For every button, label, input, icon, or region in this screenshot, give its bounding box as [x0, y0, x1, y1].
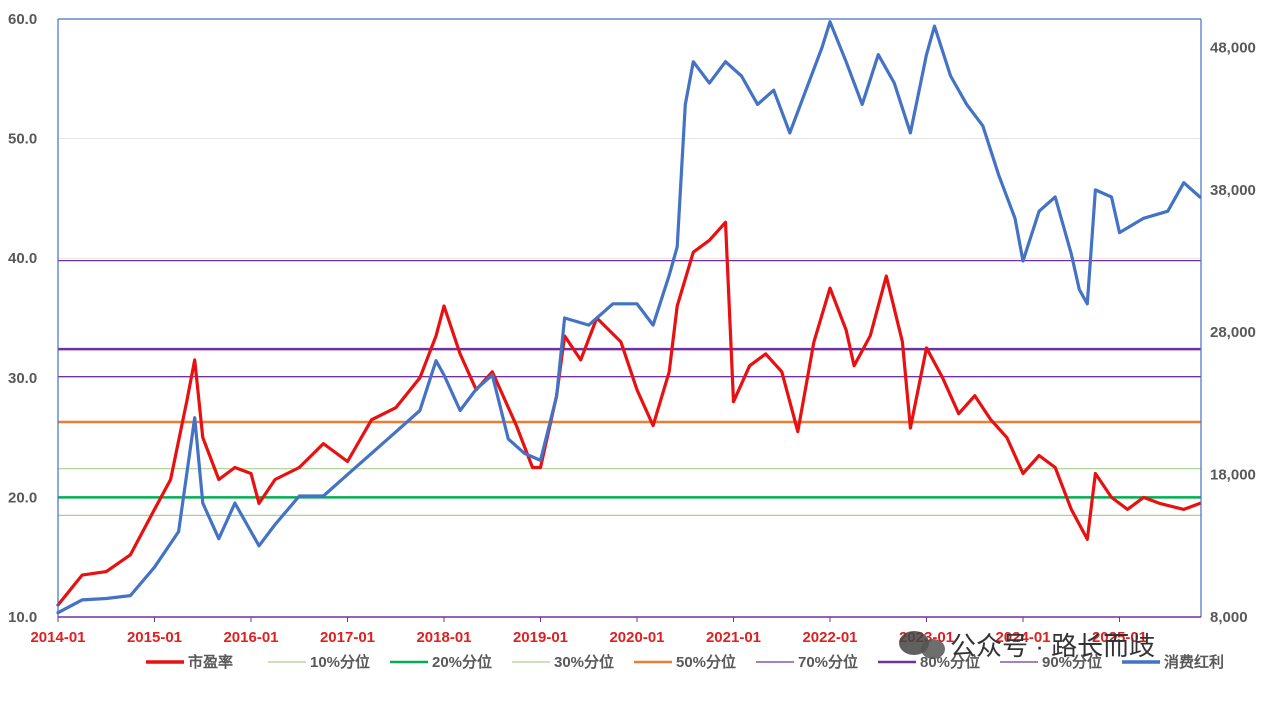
y-left-tick-label: 30.0: [8, 370, 37, 387]
y-left-tick-label: 60.0: [8, 11, 37, 28]
x-tick-label: 2025-01: [1092, 629, 1147, 646]
x-tick-label: 2024-01: [995, 629, 1050, 646]
x-tick-label: 2021-01: [706, 629, 761, 646]
y-right-tick-label: 38,000: [1210, 182, 1256, 199]
x-tick-label: 2014-01: [30, 629, 85, 646]
x-tick-label: 2015-01: [127, 629, 182, 646]
legend-label: 消费红利: [1164, 653, 1224, 671]
legend-label: 50%分位: [676, 653, 736, 671]
legend-label: 10%分位: [310, 653, 370, 671]
y-left-tick-label: 50.0: [8, 131, 37, 148]
y-left-tick-label: 20.0: [8, 489, 37, 506]
x-tick-label: 2022-01: [802, 629, 857, 646]
legend-item: 50%分位: [634, 653, 736, 671]
legend-item: 90%分位: [1000, 653, 1102, 671]
grid-lines: [58, 18, 1201, 618]
axes: [57, 18, 1202, 622]
legend-item: 70%分位: [756, 653, 858, 671]
series-line-left: [56, 220, 1202, 607]
series-lines: [56, 20, 1202, 615]
y-right-tick-label: 8,000: [1210, 609, 1248, 626]
legend-item: 30%分位: [512, 653, 614, 671]
legend-label: 市盈率: [188, 653, 233, 671]
wechat-icon-secondary: [921, 639, 945, 659]
y-right-tick-label: 48,000: [1210, 39, 1256, 56]
watermark-group: 公众号 · 路长而歧: [899, 631, 1155, 661]
legend-label: 20%分位: [432, 653, 492, 671]
x-tick-label: 2018-01: [416, 629, 471, 646]
x-tick-label: 2017-01: [320, 629, 375, 646]
legend-item: 10%分位: [268, 653, 370, 671]
x-tick-label: 2016-01: [223, 629, 278, 646]
legend-label: 90%分位: [1042, 653, 1102, 671]
legend-item: 消费红利: [1122, 653, 1224, 671]
legend-item: 20%分位: [390, 653, 492, 671]
legend-item: 市盈率: [146, 653, 233, 671]
legend: 市盈率 10%分位 20%分位 30%分位 50%分位 70%分位 80%分位 90%分位 消费…: [146, 653, 1224, 671]
x-tick-label: 2019-01: [513, 629, 568, 646]
y-right-tick-label: 28,000: [1210, 324, 1256, 341]
series-line-right: [56, 20, 1202, 615]
watermark-text: 公众号 · 路长而歧: [950, 631, 1155, 661]
y-right-tick-label: 18,000: [1210, 467, 1256, 484]
watermark: 公众号 · 路长而歧: [899, 631, 1155, 661]
tick-labels: 10.0 20.0 30.0 40.0 50.0 60.0 8,000 18,000 28,00…: [8, 11, 1256, 646]
y-left-tick-label: 40.0: [8, 250, 37, 267]
legend-label: 70%分位: [798, 653, 858, 671]
x-tick-label: 2020-01: [609, 629, 664, 646]
legend-label: 30%分位: [554, 653, 614, 671]
reference-lines: [58, 259, 1201, 516]
y-left-tick-label: 10.0: [8, 609, 37, 626]
